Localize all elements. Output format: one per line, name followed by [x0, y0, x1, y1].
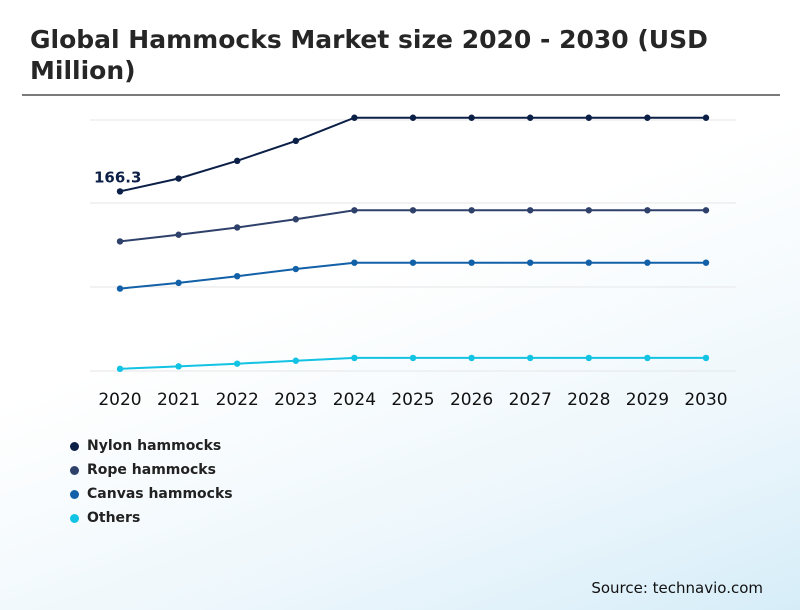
- chart-title: Global Hammocks Market size 2020 - 2030 …: [30, 25, 708, 85]
- data-point-0-3: [292, 137, 299, 145]
- legend-label: Others: [87, 510, 141, 526]
- data-point-2-5: [409, 259, 417, 266]
- x-tick-label: 2028: [567, 390, 610, 410]
- data-point-3-4: [351, 354, 358, 362]
- data-point-1-7: [527, 207, 534, 214]
- legend-label: Nylon hammocks: [87, 438, 222, 454]
- data-point-3-10: [702, 354, 710, 362]
- data-point-0-4: [351, 114, 358, 121]
- data-point-3-7: [527, 354, 534, 362]
- legend-marker-icon: [70, 465, 79, 475]
- data-point-2-4: [351, 259, 358, 266]
- data-point-3-2: [234, 360, 241, 367]
- line-chart: 2020 2021 2022 2023 2024 2025 2026 2027 2028 2029…: [90, 114, 736, 410]
- x-tick-label: 2022: [216, 390, 259, 410]
- series-line-2: [119, 261, 706, 290]
- series-line-1: [119, 209, 706, 243]
- legend-item: Canvas hammocks: [70, 482, 233, 506]
- data-point-2-2: [234, 272, 241, 280]
- data-label: 166.3: [94, 168, 141, 186]
- x-tick-label: 2027: [509, 390, 552, 410]
- x-tick-label: 2023: [274, 390, 317, 410]
- legend-label: Canvas hammocks: [87, 486, 233, 502]
- data-point-3-9: [644, 354, 651, 362]
- data-point-2-9: [644, 259, 651, 266]
- x-tick-label: 2020: [98, 390, 141, 410]
- data-point-0-1: [175, 175, 182, 182]
- x-tick-label: 2024: [333, 390, 376, 410]
- data-point-2-1: [175, 279, 182, 287]
- data-point-0-2: [234, 157, 241, 165]
- data-point-2-0: [116, 285, 124, 292]
- data-point-1-1: [175, 231, 182, 238]
- x-tick-label: 2029: [626, 390, 669, 410]
- data-point-3-3: [292, 357, 299, 364]
- legend: Nylon hammocks Rope hammocks Canvas hammoc…: [70, 434, 233, 530]
- data-point-3-8: [585, 354, 592, 362]
- data-point-2-3: [292, 265, 299, 273]
- x-tick-label: 2026: [450, 390, 493, 410]
- data-point-0-9: [644, 114, 651, 121]
- data-point-3-6: [468, 354, 475, 362]
- data-point-1-10: [702, 207, 710, 214]
- legend-marker-icon: [70, 513, 79, 523]
- data-point-1-9: [644, 207, 651, 214]
- source-text: Source: technavio.com: [591, 579, 763, 597]
- data-point-0-10: [702, 114, 710, 121]
- data-point-0-5: [409, 114, 417, 121]
- data-point-1-6: [468, 207, 475, 214]
- data-point-3-5: [409, 354, 417, 362]
- x-tick-label: 2030: [684, 390, 727, 410]
- data-point-0-0: [116, 188, 124, 195]
- data-point-0-7: [527, 114, 534, 121]
- series-points: [116, 114, 710, 373]
- data-point-2-8: [585, 259, 592, 266]
- x-axis-tick-labels: 2020 2021 2022 2023 2024 2025 2026 2027 2028 2029…: [98, 390, 727, 410]
- legend-marker-icon: [70, 441, 79, 451]
- data-annotations: 166.3: [94, 168, 141, 186]
- series-lines: [119, 116, 706, 370]
- data-point-2-10: [702, 259, 710, 266]
- data-point-1-5: [409, 207, 417, 214]
- data-point-1-8: [585, 207, 592, 214]
- data-point-2-6: [468, 259, 475, 266]
- data-point-2-7: [527, 259, 534, 266]
- legend-item: Nylon hammocks: [70, 434, 233, 458]
- data-point-0-6: [468, 114, 475, 121]
- legend-item: Others: [70, 506, 233, 530]
- data-point-0-8: [585, 114, 592, 121]
- grid-lines: [90, 119, 736, 372]
- legend-label: Rope hammocks: [87, 462, 216, 478]
- x-tick-label: 2025: [391, 390, 434, 410]
- data-point-1-3: [292, 216, 299, 223]
- data-point-3-1: [175, 363, 182, 370]
- legend-item: Rope hammocks: [70, 458, 233, 482]
- x-tick-label: 2021: [157, 390, 200, 410]
- title-divider: [22, 94, 780, 96]
- data-point-1-4: [351, 207, 358, 214]
- legend-marker-icon: [70, 489, 79, 499]
- series-line-0: [119, 116, 706, 193]
- data-point-3-0: [116, 365, 124, 373]
- data-point-1-0: [116, 238, 124, 245]
- data-point-1-2: [234, 224, 241, 231]
